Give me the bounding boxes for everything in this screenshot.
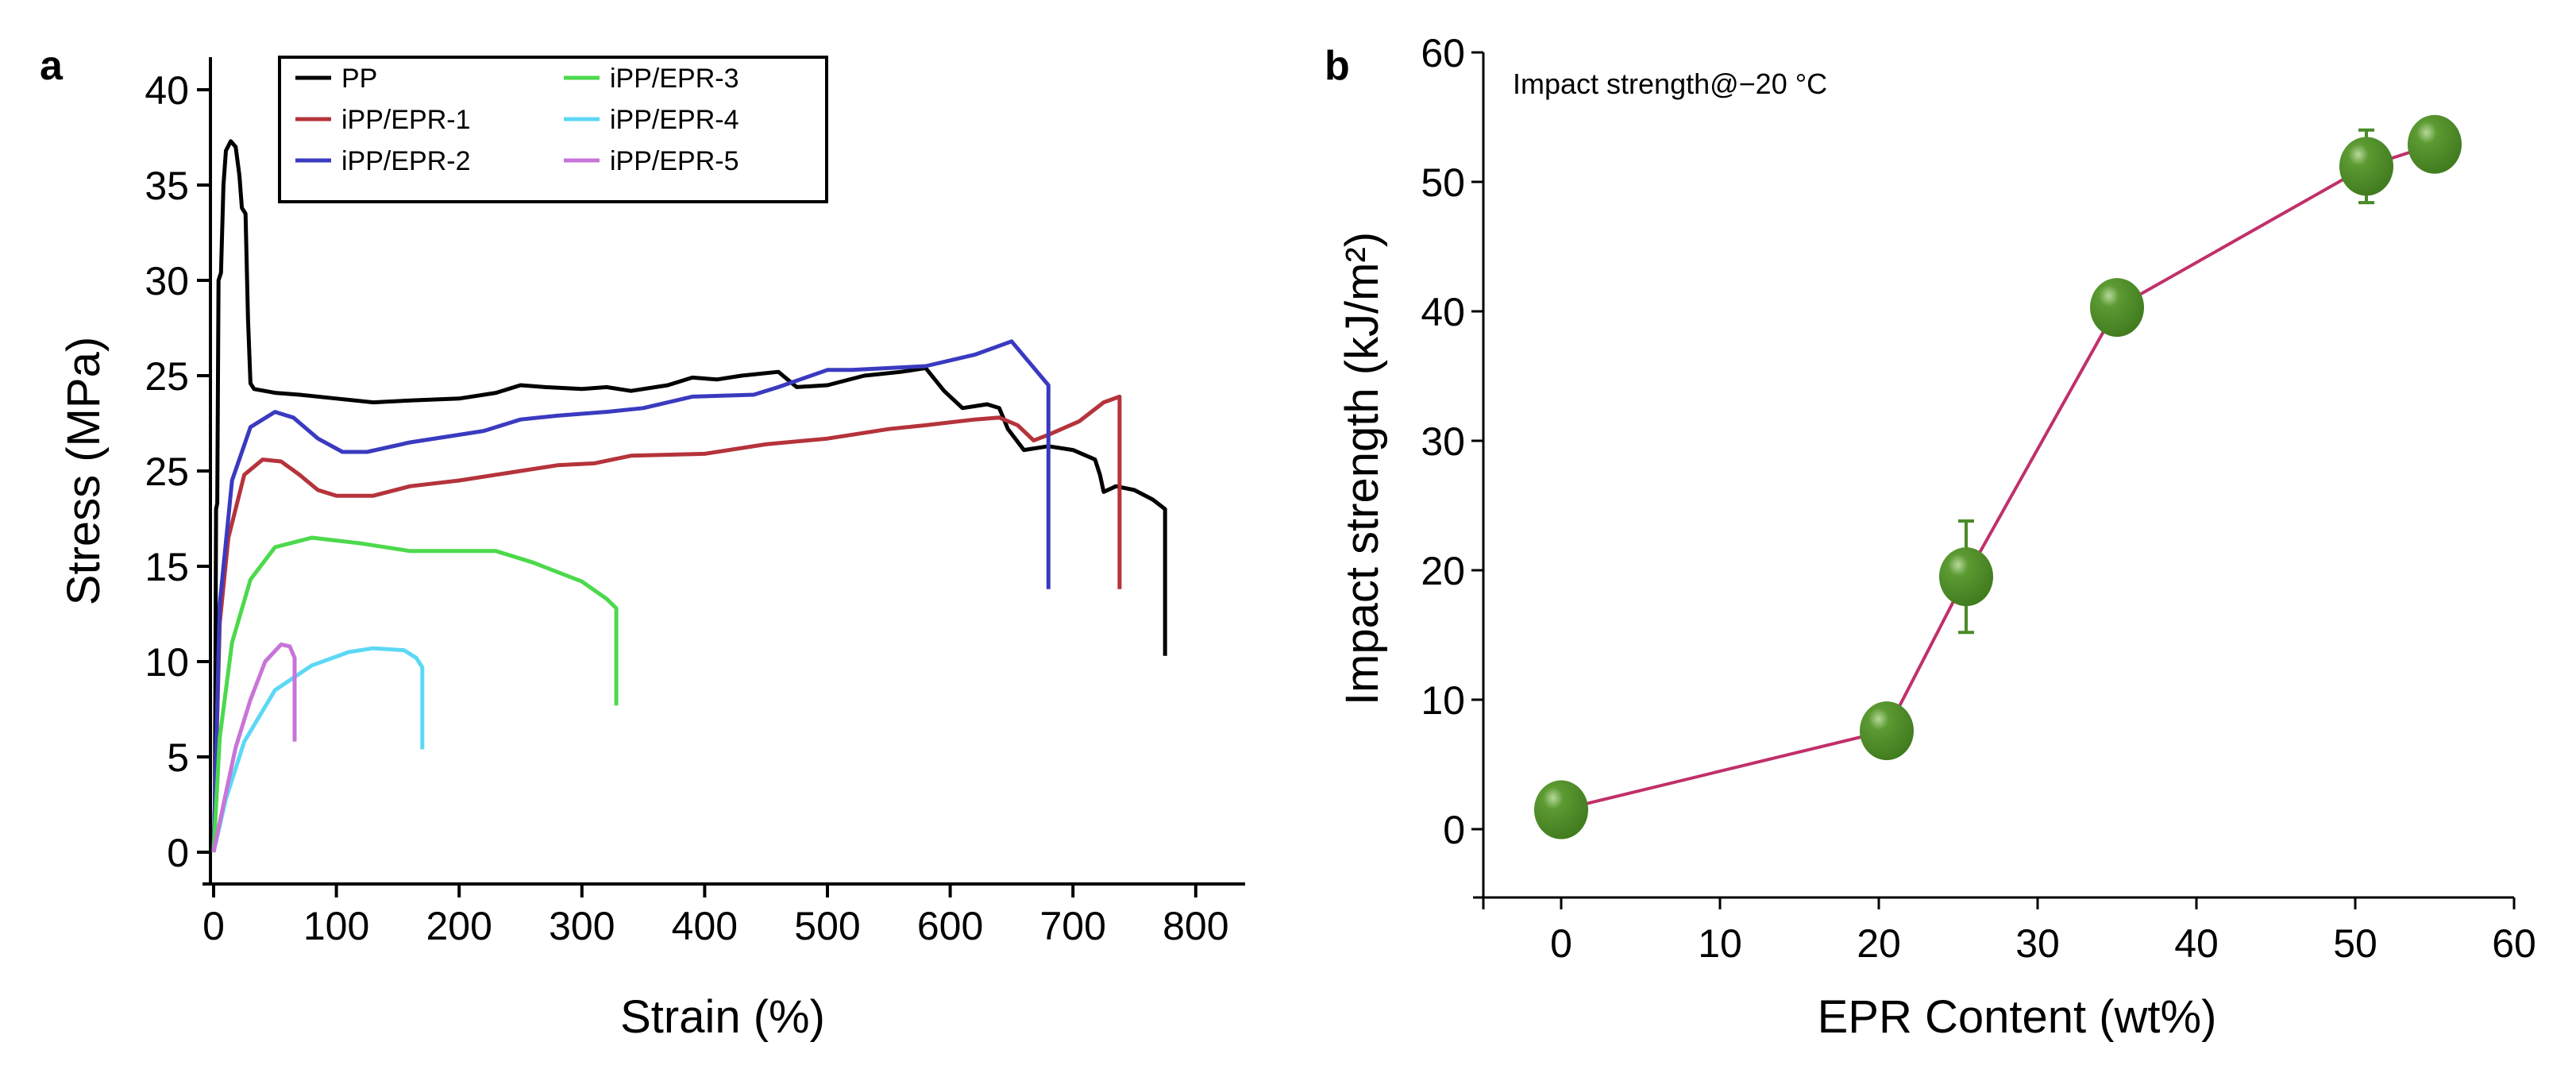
x-tick-label-a: 400 — [672, 904, 738, 948]
y-tick-label-a: 35 — [145, 164, 189, 208]
y-tick-label-a: 5 — [167, 735, 189, 780]
y-axis-label-b: Impact strength (kJ/m²) — [1336, 232, 1388, 705]
x-tick-label-a: 700 — [1039, 904, 1105, 948]
x-tick-label-a: 200 — [426, 904, 492, 948]
y-tick-label-a: 25 — [145, 450, 189, 494]
x-tick-label-b: 50 — [2333, 921, 2377, 966]
series-line-ipp-epr-2 — [211, 339, 1051, 853]
y-axis-label-a: Stress (MPa) — [58, 337, 110, 605]
data-point — [2090, 278, 2144, 338]
stress-strain-chart: a Strain (%) Stress (MPa) 40 35 30 25 25 15 10… — [40, 43, 1245, 1043]
y-tick-label-b: 50 — [1421, 160, 1465, 205]
series-line-ipp-epr-5 — [211, 642, 297, 853]
y-tick-label-a: 30 — [145, 259, 189, 303]
y-tick-label-a: 10 — [145, 640, 189, 685]
y-tick-label-b: 20 — [1421, 549, 1465, 593]
legend-label: iPP/EPR-4 — [610, 105, 739, 135]
panel-label-a: a — [40, 43, 64, 89]
x-tick-label-b: 40 — [2174, 921, 2219, 966]
x-axis-label-b: EPR Content (wt%) — [1818, 991, 2217, 1043]
y-tick-label-b: 10 — [1421, 678, 1465, 723]
legend-label: iPP/EPR-1 — [341, 105, 471, 135]
chart-annotation: Impact strength@−20 °C — [1513, 68, 1827, 100]
legend-label: PP — [341, 64, 377, 94]
x-tick-label-a: 100 — [303, 904, 369, 948]
x-tick-label-b: 20 — [1857, 921, 1901, 966]
impact-strength-chart: b Impact strength@−20 °C EPR Content (wt… — [1325, 31, 2536, 1043]
x-tick-label-b: 10 — [1698, 921, 1742, 966]
legend-label: iPP/EPR-5 — [610, 146, 739, 176]
y-tick-label-b: 40 — [1421, 290, 1465, 334]
panel-label-b: b — [1325, 43, 1350, 89]
data-point — [2408, 114, 2462, 174]
y-tick-label-b: 0 — [1443, 808, 1465, 852]
legend-label: iPP/EPR-2 — [341, 146, 471, 176]
x-tick-label-a: 800 — [1163, 904, 1228, 948]
x-tick-label-b: 30 — [2015, 921, 2060, 966]
data-point — [1939, 547, 1993, 607]
series-line-ipp-epr-1 — [211, 394, 1122, 853]
data-point — [2339, 137, 2393, 196]
y-tick-label-a: 25 — [145, 354, 189, 399]
series-line-pp — [211, 139, 1167, 853]
y-tick-label-a: 40 — [145, 68, 189, 113]
x-tick-label-a: 0 — [202, 904, 225, 948]
legend: PP iPP/EPR-1 iPP/EPR-2 iPP/EPR-3 iPP/EPR-4 iP… — [278, 56, 828, 203]
series-line-ipp-epr-3 — [211, 535, 619, 853]
legend-box — [278, 56, 828, 203]
legend-label: iPP/EPR-3 — [610, 64, 739, 94]
y-tick-label-a: 15 — [145, 545, 189, 589]
data-point — [1860, 701, 1914, 761]
series-line-ipp-epr-4 — [211, 646, 425, 853]
data-line — [1560, 142, 2435, 812]
y-tick-label-b: 60 — [1421, 31, 1465, 75]
x-tick-label-a: 300 — [549, 904, 615, 948]
y-tick-label-b: 30 — [1421, 419, 1465, 464]
x-tick-label-b: 0 — [1550, 921, 1572, 966]
x-tick-label-b: 60 — [2492, 921, 2536, 966]
data-point — [1534, 780, 1588, 839]
x-tick-label-a: 600 — [917, 904, 983, 948]
x-axis-label-a: Strain (%) — [620, 991, 825, 1043]
y-tick-label-a: 0 — [167, 831, 189, 875]
x-tick-label-a: 500 — [794, 904, 860, 948]
